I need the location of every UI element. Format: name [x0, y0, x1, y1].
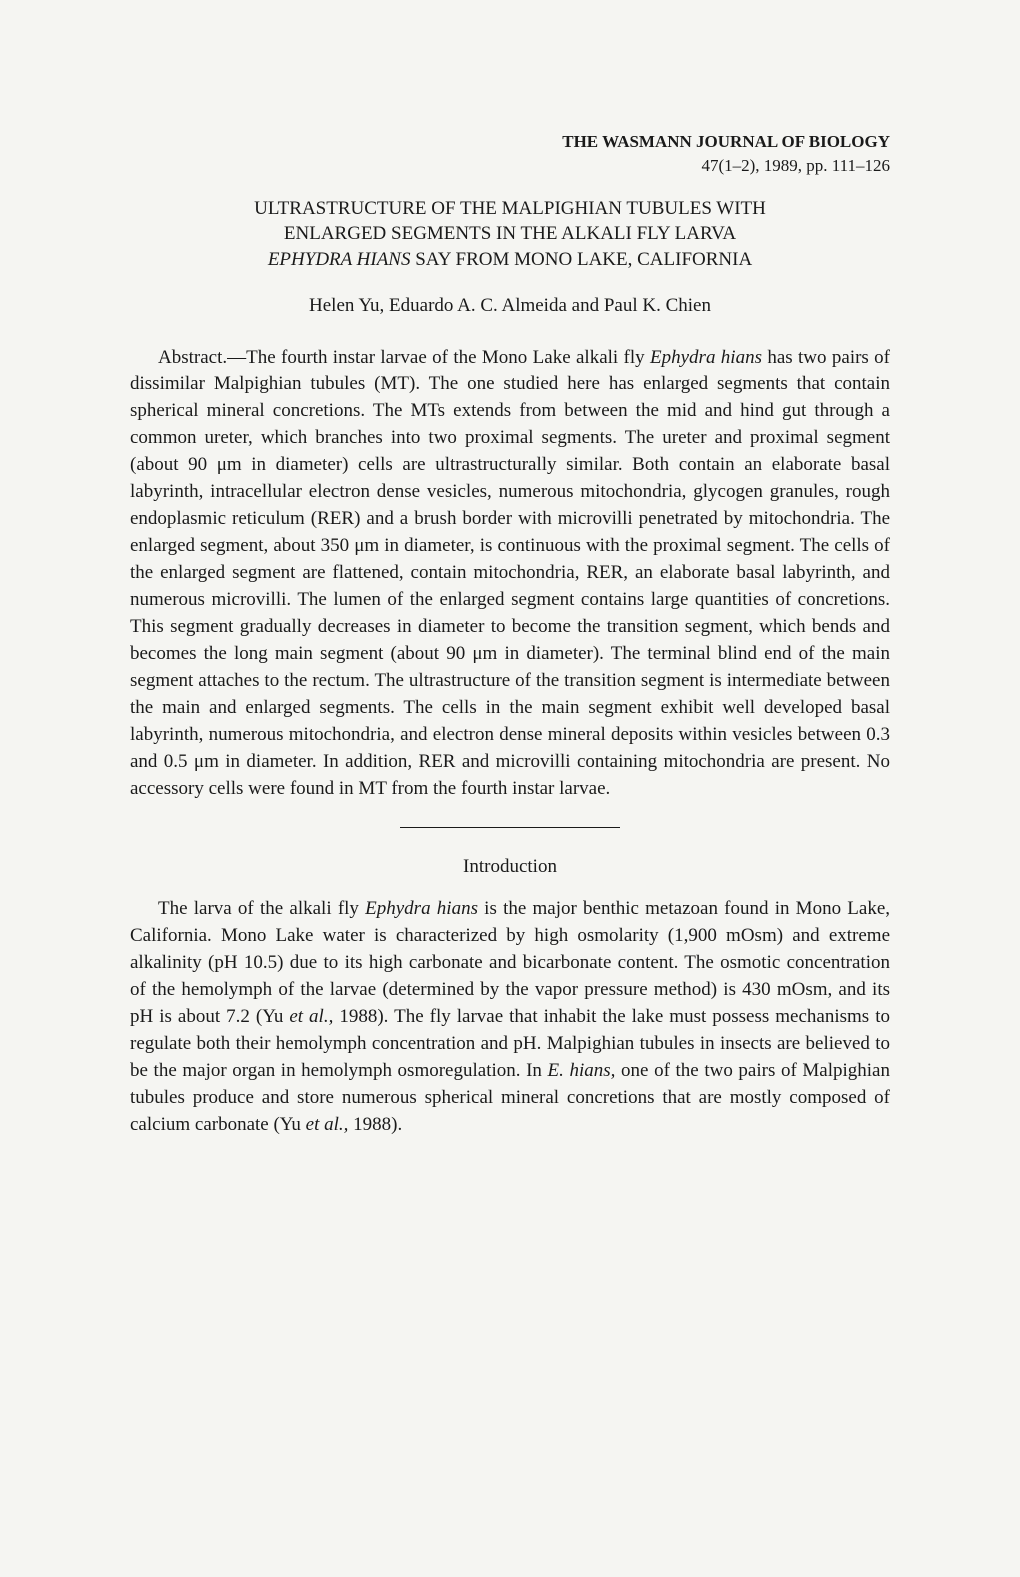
title-species: EPHYDRA HIANS — [268, 249, 411, 270]
intro-p1-pre: The larva of the alkali fly — [158, 898, 365, 919]
intro-p1-etal2: et al., — [306, 1114, 349, 1135]
abstract: Abstract.—The fourth instar larvae of th… — [130, 345, 890, 803]
title-line-3: EPHYDRA HIANS SAY FROM MONO LAKE, CALIFO… — [140, 247, 880, 273]
introduction-paragraph-1: The larva of the alkali fly Ephydra hian… — [130, 896, 890, 1139]
intro-p1-etal1: et al., — [289, 1006, 333, 1027]
journal-citation: 47(1–2), 1989, pp. 111–126 — [130, 154, 890, 178]
abstract-species: Ephydra hians — [650, 347, 762, 368]
abstract-pre-species: The fourth instar larvae of the Mono Lak… — [246, 347, 650, 368]
abstract-text: has two pairs of dissimilar Malpighian t… — [130, 347, 890, 800]
abstract-label: Abstract.— — [158, 347, 246, 368]
section-separator — [400, 827, 620, 828]
introduction-heading: Introduction — [130, 856, 890, 878]
intro-p1-species2: E. hians, — [548, 1060, 616, 1081]
intro-p1-species: Ephydra hians — [365, 898, 478, 919]
journal-name: THE WASMANN JOURNAL OF BIOLOGY — [130, 130, 890, 154]
title-line-1: ULTRASTRUCTURE OF THE MALPIGHIAN TUBULES… — [140, 196, 880, 222]
title-line-2: ENLARGED SEGMENTS IN THE ALKALI FLY LARV… — [140, 221, 880, 247]
authors: Helen Yu, Eduardo A. C. Almeida and Paul… — [130, 295, 890, 317]
page-container: THE WASMANN JOURNAL OF BIOLOGY 47(1–2), … — [0, 0, 1020, 1199]
intro-p1-end: 1988). — [348, 1114, 402, 1135]
journal-header: THE WASMANN JOURNAL OF BIOLOGY 47(1–2), … — [130, 130, 890, 178]
title-line-3-rest: SAY FROM MONO LAKE, CALIFORNIA — [410, 249, 752, 270]
article-title: ULTRASTRUCTURE OF THE MALPIGHIAN TUBULES… — [130, 196, 890, 273]
